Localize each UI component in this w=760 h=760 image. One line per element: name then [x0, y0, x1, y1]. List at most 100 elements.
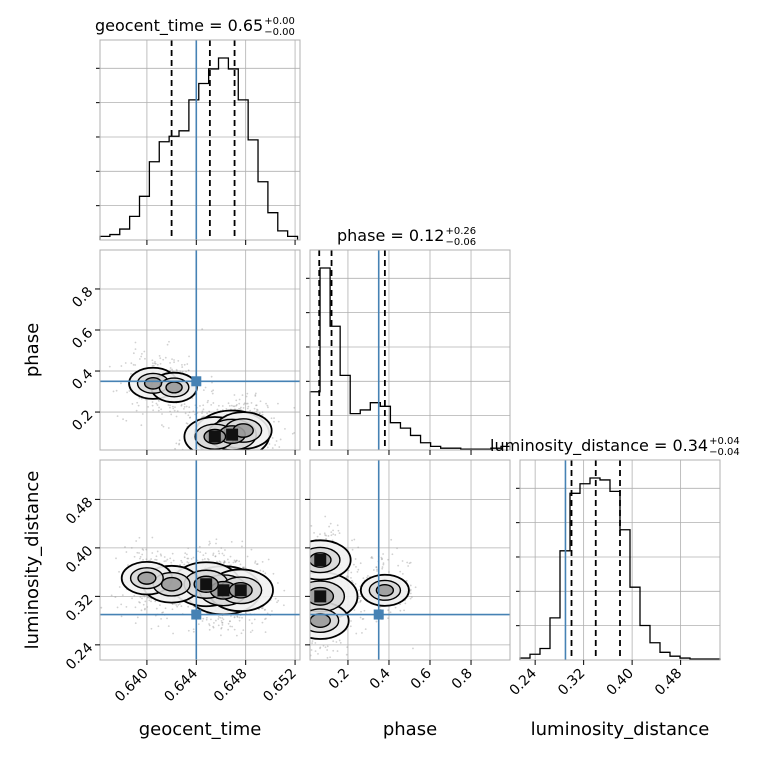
scatter-point [293, 432, 296, 434]
density-peak-cell [314, 590, 327, 603]
scatter-point [217, 462, 219, 464]
scatter-point [407, 565, 410, 567]
scatter-point [158, 400, 160, 402]
scatter-point [100, 606, 103, 609]
scatter-point [175, 415, 178, 418]
scatter-point [346, 646, 349, 649]
scatter-point [387, 558, 390, 561]
scatter-point [289, 608, 291, 610]
scatter-point [256, 563, 259, 565]
scatter-point [159, 357, 162, 360]
scatter-point [306, 572, 308, 574]
scatter-point [226, 558, 229, 561]
scatter-point [169, 404, 171, 407]
scatter-point [214, 453, 216, 455]
scatter-point [163, 560, 166, 563]
scatter-point [235, 404, 238, 407]
scatter-point [159, 604, 161, 607]
scatter-point [211, 392, 214, 395]
scatter-point [210, 618, 212, 621]
scatter-point [241, 540, 244, 543]
density-peak-cell [200, 578, 213, 591]
scatter-point [138, 536, 141, 539]
scatter-point [256, 409, 259, 412]
scatter-point [216, 452, 218, 454]
scatter-point [409, 588, 412, 591]
scatter-point [307, 550, 309, 552]
scatter-point [390, 538, 393, 541]
scatter-point [203, 454, 205, 456]
scatter-point [201, 412, 203, 415]
scatter-point [351, 539, 353, 542]
scatter-point [303, 569, 305, 571]
scatter-point [134, 348, 137, 351]
scatter-point [183, 406, 186, 408]
scatter-point [254, 395, 257, 397]
scatter-point [301, 630, 303, 632]
scatter-point [235, 461, 237, 463]
scatter-point [233, 559, 236, 562]
scatter-point [242, 567, 245, 569]
scatter-point [308, 635, 310, 637]
scatter-point [267, 406, 269, 409]
scatter-point [246, 392, 249, 395]
scatter-point [361, 618, 364, 620]
scatter-point [366, 576, 368, 579]
title-upper-error: +0.26 [445, 226, 476, 237]
scatter-point [242, 566, 245, 569]
scatter-point [305, 583, 307, 585]
scatter-point [179, 370, 182, 373]
scatter-point [212, 625, 215, 628]
scatter-point [166, 343, 169, 346]
scatter-point [202, 617, 205, 620]
scatter-point [409, 584, 412, 587]
scatter-point [347, 576, 350, 578]
scatter-point [147, 596, 149, 599]
scatter-point [157, 625, 160, 628]
scatter-point [243, 455, 245, 457]
scatter-point [223, 456, 225, 458]
scatter-point [202, 450, 204, 452]
density-panel-luminosity_distance_vs_geocent_time: 0.640 0.644 0.648 0.652 0.24 0.32 0.40 0.48 [63, 459, 301, 705]
scatter-point [177, 604, 180, 606]
scatter-point [154, 362, 157, 365]
scatter-point [166, 558, 169, 561]
scatter-point [261, 560, 264, 563]
scatter-point [199, 551, 202, 554]
scatter-point [161, 611, 164, 614]
scatter-point [173, 359, 175, 361]
scatter-point [243, 403, 245, 406]
scatter-point [264, 631, 267, 634]
scatter-point [225, 454, 227, 456]
scatter-point [240, 455, 242, 457]
scatter-point [236, 463, 238, 465]
scatter-point [336, 650, 339, 652]
scatter-point [187, 629, 190, 632]
hist-step [519, 477, 721, 660]
scatter-point [282, 620, 284, 622]
scatter-point [197, 623, 200, 626]
scatter-point [371, 557, 374, 560]
scatter-point [214, 460, 216, 462]
scatter-point [140, 352, 143, 355]
scatter-point [245, 402, 248, 405]
scatter-point [300, 647, 302, 649]
scatter-point [259, 400, 262, 403]
scatter-point [241, 394, 244, 397]
scatter-point [205, 618, 208, 621]
x-tick-label: 0.48 [652, 666, 685, 699]
x-tick-label: 0.644 [161, 665, 201, 705]
density-contour [137, 571, 157, 585]
scatter-point [130, 546, 133, 549]
scatter-point [408, 562, 411, 565]
scatter-point [303, 600, 305, 602]
scatter-point [297, 599, 299, 601]
scatter-point [272, 546, 274, 548]
hist-step [309, 267, 511, 450]
scatter-point [399, 603, 402, 606]
scatter-point [141, 413, 144, 415]
scatter-point [244, 463, 246, 465]
scatter-point [208, 410, 211, 413]
y-tick-label: 0.6 [69, 325, 96, 352]
scatter-point [352, 563, 355, 566]
